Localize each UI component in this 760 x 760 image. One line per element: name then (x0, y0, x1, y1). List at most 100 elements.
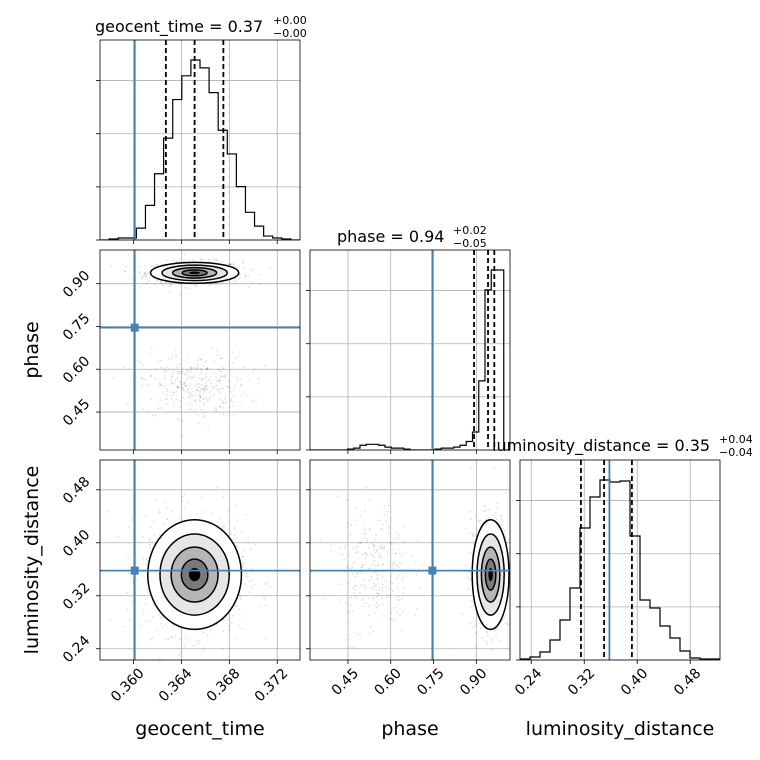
sample-point (178, 654, 181, 656)
sample-point (354, 589, 357, 591)
sample-point (474, 514, 477, 517)
sample-point (216, 349, 219, 352)
sample-point (361, 598, 364, 601)
sample-point (203, 402, 206, 404)
sample-point (364, 553, 366, 555)
sample-point (375, 534, 377, 536)
sample-point (197, 383, 199, 386)
sample-point (144, 276, 147, 278)
sample-point (399, 614, 401, 616)
sample-point (170, 379, 173, 381)
sample-point (175, 353, 178, 356)
sample-point (109, 618, 112, 621)
sample-point (248, 378, 251, 380)
sample-point (383, 504, 386, 507)
sample-point (228, 406, 231, 409)
sample-point (380, 528, 382, 531)
sample-point (173, 402, 176, 404)
sample-point (176, 370, 179, 373)
sample-point (219, 406, 222, 408)
sample-point (221, 282, 224, 284)
sample-point (346, 522, 349, 525)
sample-point (504, 536, 507, 538)
sample-point (130, 575, 133, 578)
sample-point (208, 284, 211, 287)
sample-point (211, 512, 214, 514)
sample-point (172, 371, 174, 374)
sample-point (142, 536, 145, 538)
sample-point (194, 399, 197, 401)
sample-point (472, 532, 475, 535)
sample-point (160, 623, 162, 625)
sample-point (217, 388, 220, 391)
sample-point (202, 392, 205, 395)
panel-frame (309, 249, 511, 451)
sample-point (190, 368, 193, 370)
sample-point (179, 638, 182, 640)
sample-point (373, 560, 376, 562)
sample-point (166, 390, 169, 393)
sample-point (189, 367, 192, 370)
title-luminosity-distance-sub: −0.04 (719, 446, 753, 459)
x-tick-label: 0.60 (372, 666, 405, 699)
sample-point (479, 663, 481, 665)
sample-point (330, 549, 332, 552)
sample-point (222, 619, 225, 621)
sample-point (158, 381, 161, 384)
sample-point (229, 370, 232, 373)
sample-point (222, 630, 225, 632)
sample-point (506, 622, 509, 625)
sample-point (395, 532, 398, 534)
sample-point (189, 366, 192, 369)
sample-point (148, 538, 151, 541)
sample-point (368, 579, 371, 582)
sample-point (251, 268, 254, 270)
sample-point (152, 636, 154, 639)
sample-point (381, 589, 384, 592)
sample-point (239, 594, 241, 597)
sample-point (216, 368, 219, 371)
sample-point (364, 586, 366, 589)
sample-point (392, 567, 395, 570)
sample-point (147, 385, 150, 387)
sample-point (479, 519, 482, 522)
sample-point (150, 375, 152, 377)
sample-point (204, 382, 207, 385)
sample-point (222, 406, 225, 409)
sample-point (400, 554, 403, 557)
sample-point (218, 380, 221, 383)
sample-point (179, 400, 182, 403)
sample-point (163, 368, 166, 371)
sample-point (164, 375, 167, 377)
sample-point (392, 560, 395, 563)
sample-point (243, 366, 246, 369)
sample-point (200, 388, 203, 390)
contour-line (170, 546, 219, 603)
sample-point (195, 382, 198, 385)
sample-point (368, 499, 371, 502)
sample-point (231, 361, 234, 364)
sample-point (346, 564, 349, 567)
sample-point (156, 263, 159, 266)
sample-point (367, 614, 370, 616)
sample-point (204, 361, 206, 364)
truth-marker (428, 566, 437, 575)
sample-point (375, 584, 377, 587)
sample-point (494, 512, 497, 515)
sample-point (495, 636, 497, 638)
sample-point (187, 502, 190, 504)
sample-point (350, 596, 353, 599)
sample-point (260, 273, 262, 276)
sample-point (344, 547, 346, 549)
sample-point (236, 379, 239, 382)
sample-point (200, 369, 203, 371)
sample-point (352, 646, 355, 649)
sample-point (157, 613, 160, 616)
y-tick-label: 0.45 (60, 396, 93, 429)
contour-line (480, 546, 501, 603)
sample-point (384, 669, 386, 671)
sample-point (224, 376, 227, 379)
sample-point (224, 397, 227, 400)
sample-point (377, 604, 380, 607)
title-luminosity-distance: luminosity_distance = 0.35 (492, 436, 710, 456)
